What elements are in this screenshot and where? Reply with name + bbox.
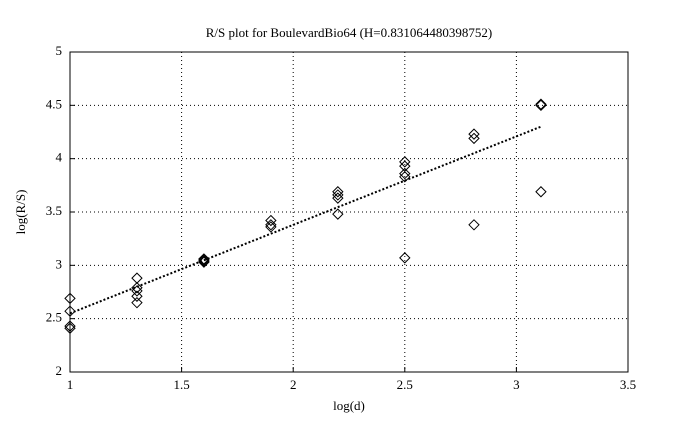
data-point <box>468 219 480 231</box>
y-tick-label: 2 <box>56 363 63 378</box>
data-point <box>399 156 411 168</box>
data-point <box>131 272 143 284</box>
data-point <box>265 221 277 233</box>
x-tick-label: 3.5 <box>620 377 636 392</box>
y-tick-label: 3.5 <box>46 203 62 218</box>
data-point <box>468 128 480 140</box>
data-point <box>198 255 210 267</box>
y-tick-label: 2.5 <box>46 310 62 325</box>
data-point <box>131 285 143 297</box>
data-point <box>265 219 277 231</box>
data-point <box>399 167 411 180</box>
data-point <box>535 186 547 198</box>
x-tick-label: 1 <box>67 377 74 392</box>
x-tick-label: 1.5 <box>173 377 189 392</box>
plot-frame <box>69 51 629 373</box>
x-tick-label: 2.5 <box>397 377 413 392</box>
data-point <box>535 99 547 112</box>
y-tick-label: 4.5 <box>46 96 62 111</box>
y-tick-label: 4 <box>56 150 63 165</box>
fit-line <box>69 125 542 315</box>
x-tick-label: 2 <box>290 377 297 392</box>
data-point <box>468 132 480 145</box>
data-point <box>535 98 547 110</box>
data-point <box>131 282 143 294</box>
data-point <box>198 256 210 268</box>
data-point <box>399 252 411 264</box>
data-point <box>64 305 76 317</box>
chart-title: R/S plot for BoulevardBio64 (H=0.8310644… <box>206 25 492 40</box>
data-point <box>399 171 411 183</box>
data-point <box>198 254 210 266</box>
y-tick-label: 3 <box>56 256 63 271</box>
data-point <box>332 189 344 201</box>
data-point <box>131 296 143 309</box>
data-point <box>64 320 76 332</box>
y-tick-label: 5 <box>56 43 63 58</box>
data-point <box>332 208 344 220</box>
data-point <box>332 192 344 204</box>
x-axis-label: log(d) <box>333 398 365 413</box>
data-point <box>64 292 76 305</box>
data-point <box>265 214 277 227</box>
data-point <box>131 290 143 302</box>
data-point <box>64 322 76 334</box>
data-point <box>198 253 210 265</box>
data-point <box>399 160 411 172</box>
x-tick-label: 3 <box>513 377 520 392</box>
y-axis-label: log(R/S) <box>13 190 28 235</box>
data-point <box>332 186 344 198</box>
